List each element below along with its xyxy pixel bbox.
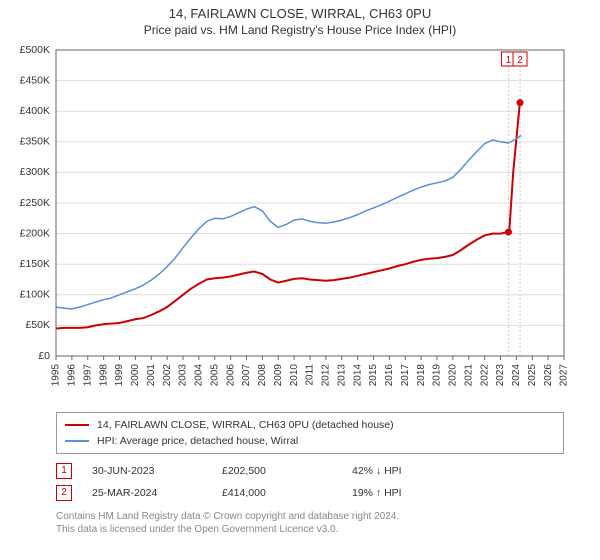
chart-container: 14, FAIRLAWN CLOSE, WIRRAL, CH63 0PU Pri… xyxy=(0,0,600,560)
datapoint-price: £202,500 xyxy=(222,465,352,477)
svg-text:2002: 2002 xyxy=(162,364,173,387)
datapoint-delta: 19% ↑ HPI xyxy=(352,487,482,499)
legend-swatch xyxy=(65,440,89,442)
datapoint-date: 30-JUN-2023 xyxy=(92,465,222,477)
svg-text:2010: 2010 xyxy=(289,364,300,387)
datapoint-row: 2 25-MAR-2024£414,00019% ↑ HPI xyxy=(56,482,564,504)
datapoint-badge: 1 xyxy=(56,463,72,479)
titles: 14, FAIRLAWN CLOSE, WIRRAL, CH63 0PU Pri… xyxy=(0,0,600,37)
footer-line-2: This data is licensed under the Open Gov… xyxy=(56,523,399,536)
legend-label: HPI: Average price, detached house, Wirr… xyxy=(97,435,298,447)
svg-text:2016: 2016 xyxy=(384,364,395,387)
svg-text:2008: 2008 xyxy=(257,364,268,387)
svg-text:2007: 2007 xyxy=(241,364,252,387)
legend-row: 14, FAIRLAWN CLOSE, WIRRAL, CH63 0PU (de… xyxy=(65,417,555,433)
legend-label: 14, FAIRLAWN CLOSE, WIRRAL, CH63 0PU (de… xyxy=(97,419,394,431)
svg-text:2018: 2018 xyxy=(416,364,427,387)
datapoint-delta: 42% ↓ HPI xyxy=(352,465,482,477)
legend: 14, FAIRLAWN CLOSE, WIRRAL, CH63 0PU (de… xyxy=(56,412,564,454)
datapoint-badge: 2 xyxy=(56,485,72,501)
svg-text:2003: 2003 xyxy=(178,364,189,387)
svg-text:2021: 2021 xyxy=(463,364,474,387)
svg-text:£200K: £200K xyxy=(20,227,50,239)
svg-text:£500K: £500K xyxy=(20,44,50,56)
svg-text:2017: 2017 xyxy=(400,364,411,387)
svg-text:2020: 2020 xyxy=(448,364,459,387)
datapoint-table: 1 30-JUN-2023£202,50042% ↓ HPI 2 25-MAR-202… xyxy=(56,460,564,504)
chart-svg: £0 £50K £100K £150K £200K £250K £300K £350K £400… xyxy=(0,44,600,404)
svg-text:2006: 2006 xyxy=(225,364,236,387)
svg-text:1997: 1997 xyxy=(82,364,93,387)
svg-text:£400K: £400K xyxy=(20,105,50,117)
datapoint-price: £414,000 xyxy=(222,487,352,499)
svg-text:2023: 2023 xyxy=(495,364,506,387)
datapoint-row: 1 30-JUN-2023£202,50042% ↓ HPI xyxy=(56,460,564,482)
svg-text:1999: 1999 xyxy=(114,364,125,387)
svg-text:2001: 2001 xyxy=(146,364,157,387)
svg-text:£100K: £100K xyxy=(20,289,50,301)
svg-text:£150K: £150K xyxy=(20,258,50,270)
svg-text:2011: 2011 xyxy=(305,364,316,386)
svg-text:2013: 2013 xyxy=(336,364,347,387)
svg-text:£50K: £50K xyxy=(25,319,50,331)
title-main: 14, FAIRLAWN CLOSE, WIRRAL, CH63 0PU xyxy=(0,6,600,21)
svg-text:1995: 1995 xyxy=(51,364,62,387)
svg-text:2012: 2012 xyxy=(321,364,332,387)
svg-text:2004: 2004 xyxy=(194,364,205,387)
svg-text:2005: 2005 xyxy=(209,364,220,387)
legend-row: HPI: Average price, detached house, Wirr… xyxy=(65,433,555,449)
svg-text:1998: 1998 xyxy=(98,364,109,387)
datapoint-date: 25-MAR-2024 xyxy=(92,487,222,499)
svg-text:2025: 2025 xyxy=(527,364,538,387)
svg-text:2009: 2009 xyxy=(273,364,284,387)
legend-swatch xyxy=(65,424,89,426)
title-sub: Price paid vs. HM Land Registry's House … xyxy=(0,23,600,37)
svg-text:£450K: £450K xyxy=(20,74,50,86)
svg-text:1996: 1996 xyxy=(67,364,78,387)
svg-text:2024: 2024 xyxy=(511,364,522,387)
footer-line-1: Contains HM Land Registry data © Crown c… xyxy=(56,510,399,523)
svg-text:1: 1 xyxy=(506,55,512,66)
footer: Contains HM Land Registry data © Crown c… xyxy=(56,510,399,536)
svg-text:2026: 2026 xyxy=(543,364,554,387)
svg-text:2027: 2027 xyxy=(559,364,570,387)
svg-text:2: 2 xyxy=(517,55,523,66)
svg-text:£350K: £350K xyxy=(20,136,50,148)
svg-text:£300K: £300K xyxy=(20,166,50,178)
svg-text:2000: 2000 xyxy=(130,364,141,387)
svg-text:2014: 2014 xyxy=(352,364,363,387)
svg-text:2022: 2022 xyxy=(479,364,490,387)
svg-text:2015: 2015 xyxy=(368,364,379,387)
svg-text:£250K: £250K xyxy=(20,197,50,209)
svg-text:£0: £0 xyxy=(38,350,50,362)
svg-text:2019: 2019 xyxy=(432,364,443,387)
chart: £0 £50K £100K £150K £200K £250K £300K £350K £400… xyxy=(0,44,600,404)
